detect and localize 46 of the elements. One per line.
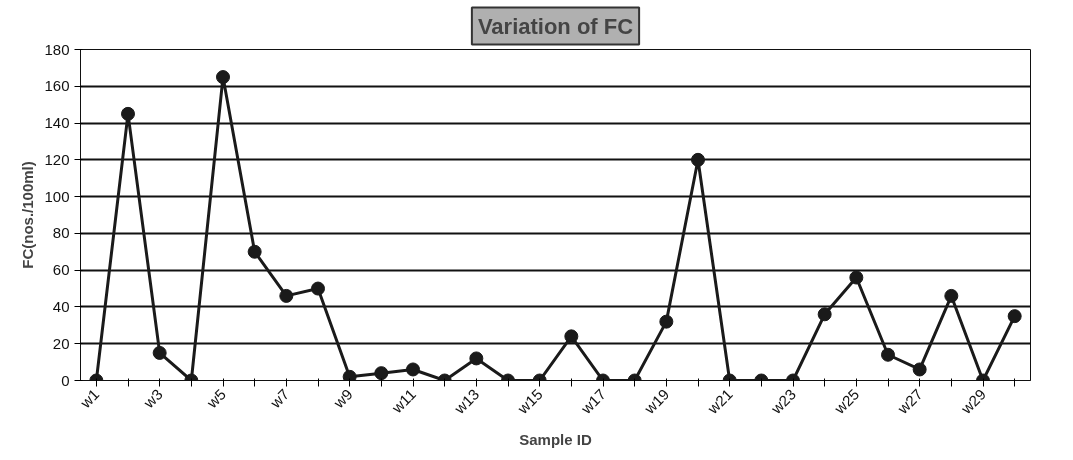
x-tick-label: w27 [893, 385, 926, 418]
y-tick-label: 40 [52, 297, 70, 315]
point [121, 106, 135, 121]
x-tick-label: w29 [956, 385, 990, 418]
point [817, 307, 832, 322]
point [342, 369, 357, 381]
x-tick-label: w23 [766, 385, 800, 418]
point [564, 329, 579, 344]
x-tick-label: w7 [266, 385, 293, 412]
point [881, 347, 895, 362]
x-tick-label: w15 [513, 385, 546, 418]
y-tick-label: 100 [44, 187, 70, 205]
point [469, 351, 484, 366]
x-tick-label: w13 [450, 385, 483, 418]
x-axis-title: Sample ID [519, 430, 592, 448]
point [216, 70, 230, 85]
point [691, 152, 705, 167]
y-axis-title: FC(nos./100ml) [19, 161, 37, 269]
point [849, 270, 864, 285]
y-tick-label: 60 [52, 261, 70, 279]
x-tick-label: w17 [576, 385, 610, 418]
point [406, 362, 420, 377]
point [912, 362, 927, 377]
x-tick-label: w9 [329, 385, 356, 412]
y-tick-label: 140 [44, 114, 70, 132]
y-tick-label: 180 [44, 40, 70, 58]
y-tick-label: 120 [44, 150, 70, 168]
y-tick-label: 160 [44, 77, 70, 95]
x-tick-label: w3 [139, 385, 166, 412]
x-tick-label: w19 [640, 385, 673, 418]
y-tick-label: 20 [52, 334, 70, 352]
x-tick-label: w5 [202, 385, 230, 412]
point [152, 345, 167, 360]
x-tick-label: w25 [830, 385, 863, 418]
x-tick-label: w11 [387, 385, 420, 417]
x-tick-label: w21 [703, 385, 736, 418]
point [1007, 309, 1022, 324]
y-tick-label: 80 [52, 224, 70, 242]
point [279, 288, 294, 303]
point [659, 314, 674, 329]
chart-title: Variation of FC [477, 13, 634, 39]
point [311, 281, 325, 296]
point [247, 244, 262, 259]
y-tick-label: 0 [61, 371, 70, 389]
x-tick-label: w1 [76, 385, 103, 412]
point [944, 288, 959, 303]
